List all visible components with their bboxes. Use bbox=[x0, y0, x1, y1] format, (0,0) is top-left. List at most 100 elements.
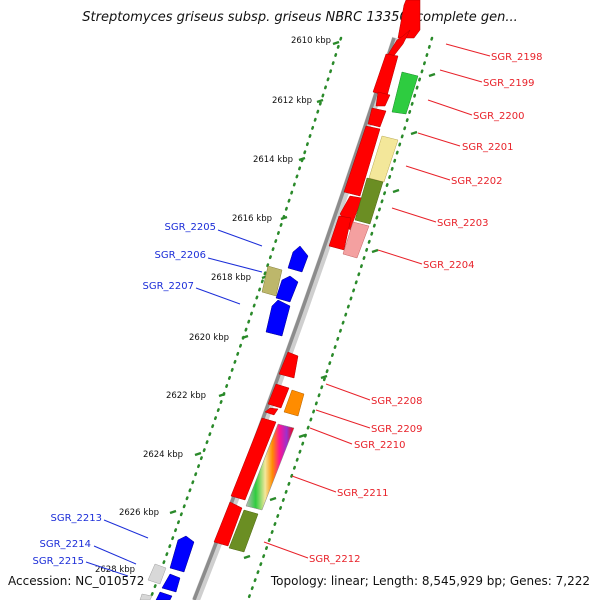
gene-sgr2209[interactable] bbox=[283, 389, 305, 417]
gene-sgr2201[interactable] bbox=[368, 135, 399, 183]
scale-labels: 2610 kbp 2612 kbp 2614 kbp 2616 kbp 2618… bbox=[95, 36, 331, 575]
label-sgr2201[interactable]: SGR_2201 bbox=[462, 142, 514, 153]
label-sgr2209[interactable]: SGR_2209 bbox=[371, 424, 423, 435]
label-sgr2200[interactable]: SGR_2200 bbox=[473, 111, 525, 122]
scale-label-2610: 2610 kbp bbox=[291, 36, 331, 46]
gene-sgr2200[interactable] bbox=[375, 91, 391, 107]
label-sgr2202[interactable]: SGR_2202 bbox=[451, 176, 503, 187]
gene-sgr2210-red[interactable] bbox=[230, 417, 277, 501]
callout-line-sgr2207 bbox=[195, 287, 241, 305]
gene-sgr2202[interactable] bbox=[354, 177, 384, 225]
gene-sgr2214[interactable] bbox=[161, 573, 181, 593]
forward-genes bbox=[213, 0, 421, 553]
label-sgr2198[interactable]: SGR_2198 bbox=[491, 52, 543, 63]
scale-label-2626: 2626 kbp bbox=[119, 508, 159, 518]
gene-sgr2199[interactable] bbox=[391, 71, 419, 115]
scale-ticks bbox=[169, 40, 436, 560]
tick-2622-r bbox=[298, 433, 306, 439]
tick-2616 bbox=[280, 215, 288, 221]
callout-line-sgr2208 bbox=[325, 383, 371, 401]
tick-2620-r bbox=[320, 374, 328, 380]
callout-line-sgr2202 bbox=[405, 165, 451, 181]
callout-line-sgr2213 bbox=[103, 519, 149, 539]
gene-sgr2207[interactable] bbox=[265, 299, 291, 337]
scale-dots-right bbox=[246, 36, 434, 600]
label-sgr2204[interactable]: SGR_2204 bbox=[423, 260, 475, 271]
scale-label-2628: 2628 kbp bbox=[95, 565, 135, 575]
backbone-line bbox=[192, 37, 396, 600]
scale-label-2624: 2624 kbp bbox=[143, 450, 183, 460]
label-sgr2210[interactable]: SGR_2210 bbox=[354, 440, 406, 451]
scale-track bbox=[148, 36, 434, 600]
callout-line-sgr2200 bbox=[427, 99, 473, 116]
callout-line-sgr2204 bbox=[377, 249, 423, 265]
tick-2610 bbox=[332, 40, 340, 46]
gene-sgr2200-b[interactable] bbox=[367, 107, 387, 128]
tick-2626-r bbox=[243, 554, 251, 560]
gene-sgr2205[interactable] bbox=[287, 245, 309, 273]
gene-sgr2204[interactable] bbox=[342, 221, 370, 259]
label-sgr2214[interactable]: SGR_2214 bbox=[40, 539, 92, 550]
left-gene-labels: SGR_2205 SGR_2206 SGR_2207 SGR_2213 SGR_… bbox=[33, 222, 217, 567]
tick-2624-r bbox=[269, 496, 277, 502]
gene-sgr2212[interactable] bbox=[228, 509, 259, 553]
tick-2612 bbox=[316, 98, 324, 104]
label-sgr2199[interactable]: SGR_2199 bbox=[483, 78, 535, 89]
tick-2624 bbox=[194, 451, 202, 457]
gene-sgr2206[interactable] bbox=[275, 275, 299, 303]
gene-sgr2213[interactable] bbox=[169, 535, 195, 573]
gene-sgr2210[interactable] bbox=[245, 423, 295, 511]
scale-label-2618: 2618 kbp bbox=[211, 273, 251, 283]
gene-sgr2212-red[interactable] bbox=[213, 501, 243, 547]
gene-sgr2208-red-a[interactable] bbox=[278, 351, 299, 379]
scale-label-2620: 2620 kbp bbox=[189, 333, 229, 343]
gene-sgr2216[interactable] bbox=[155, 591, 173, 600]
topology-label: Topology: linear; Length: 8,545,929 bp; … bbox=[270, 574, 590, 588]
callout-line-sgr2211 bbox=[291, 475, 337, 493]
label-sgr2212[interactable]: SGR_2212 bbox=[309, 554, 361, 565]
tick-2626 bbox=[169, 509, 177, 515]
tick-2622 bbox=[218, 392, 226, 398]
scale-label-2622: 2622 kbp bbox=[166, 391, 206, 401]
callout-line-sgr2205 bbox=[217, 229, 263, 247]
callout-line-sgr2209 bbox=[315, 409, 371, 429]
gene-sgr2199-red[interactable] bbox=[372, 53, 399, 97]
tick-2616-r bbox=[371, 248, 379, 254]
gene-sgr2208-red-b[interactable] bbox=[267, 383, 290, 409]
gene-sgr2208-red-c[interactable] bbox=[264, 407, 279, 416]
label-sgr2208[interactable]: SGR_2208 bbox=[371, 396, 423, 407]
callout-line-sgr2199 bbox=[439, 69, 483, 83]
callout-line-sgr2215 bbox=[85, 561, 129, 577]
tick-2614-r bbox=[392, 188, 400, 194]
scale-label-2614: 2614 kbp bbox=[253, 155, 293, 165]
label-sgr2203[interactable]: SGR_2203 bbox=[437, 218, 489, 229]
gene-sgr2201-red[interactable] bbox=[343, 125, 381, 197]
label-sgr2207[interactable]: SGR_2207 bbox=[143, 281, 195, 292]
callout-line-sgr2203 bbox=[391, 207, 437, 223]
label-sgr2205[interactable]: SGR_2205 bbox=[165, 222, 217, 233]
label-sgr2215[interactable]: SGR_2215 bbox=[33, 556, 85, 567]
reverse-genes bbox=[139, 245, 309, 600]
tick-2620 bbox=[241, 334, 249, 340]
gene-sgr2197[interactable] bbox=[397, 0, 421, 39]
callout-line-sgr2214 bbox=[93, 545, 137, 565]
tick-2612-r bbox=[410, 130, 418, 136]
right-callouts bbox=[263, 43, 491, 559]
tick-2610-r bbox=[428, 72, 436, 78]
gene-sgr2215[interactable] bbox=[147, 563, 167, 585]
label-sgr2206[interactable]: SGR_2206 bbox=[155, 250, 207, 261]
callout-line-sgr2210 bbox=[309, 427, 353, 445]
gene-sgr2206-khaki[interactable] bbox=[261, 265, 283, 297]
scale-dots-left bbox=[148, 36, 343, 600]
callout-line-sgr2212 bbox=[263, 541, 309, 559]
right-gene-labels: SGR_2198 SGR_2199 SGR_2200 SGR_2201 SGR_… bbox=[309, 52, 543, 565]
scale-label-2612: 2612 kbp bbox=[272, 96, 312, 106]
label-sgr2211[interactable]: SGR_2211 bbox=[337, 488, 389, 499]
accession-label: Accession: NC_010572 bbox=[8, 574, 145, 588]
scale-label-2616: 2616 kbp bbox=[232, 214, 272, 224]
gene-sgr2217[interactable] bbox=[139, 593, 153, 600]
left-callouts bbox=[85, 229, 263, 577]
callout-line-sgr2198 bbox=[445, 43, 491, 57]
label-sgr2213[interactable]: SGR_2213 bbox=[51, 513, 103, 524]
